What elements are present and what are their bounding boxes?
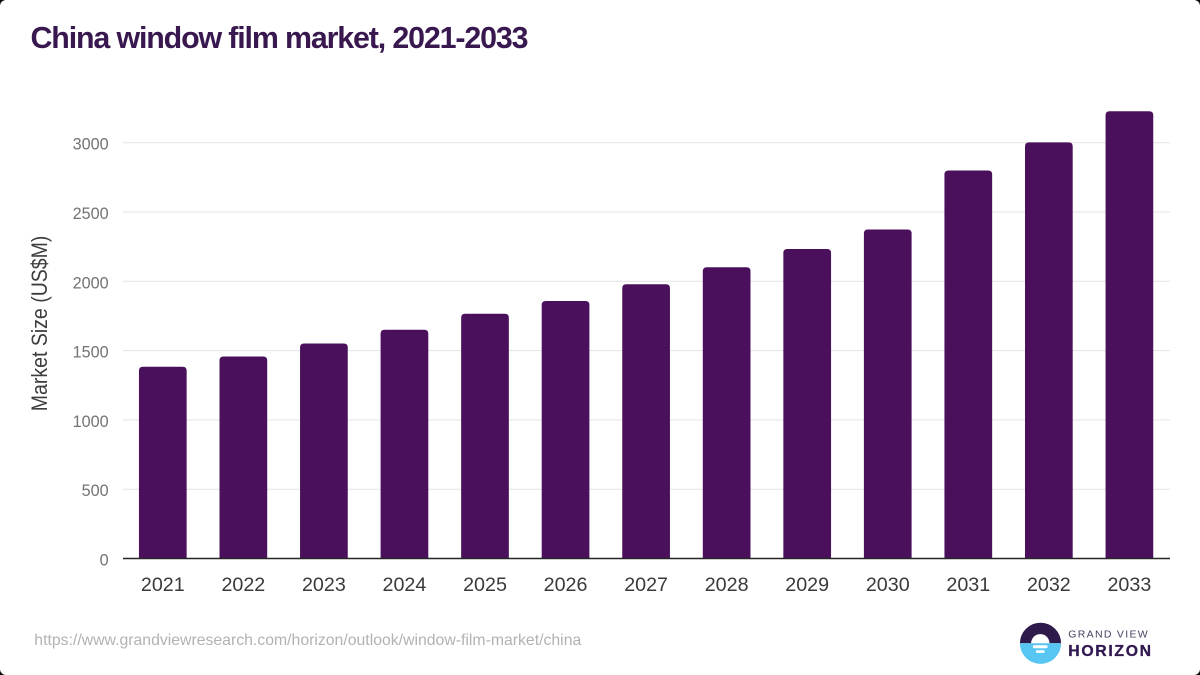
svg-text:2021: 2021	[141, 574, 185, 596]
svg-text:GRAND VIEW: GRAND VIEW	[1068, 629, 1149, 641]
svg-text:2030: 2030	[866, 574, 910, 596]
svg-text:1000: 1000	[73, 413, 109, 431]
svg-text:HORIZON: HORIZON	[1068, 643, 1152, 660]
svg-text:Market Size (US$M): Market Size (US$M)	[27, 236, 52, 412]
svg-text:2500: 2500	[73, 205, 109, 223]
svg-text:2026: 2026	[544, 574, 588, 596]
svg-text:2000: 2000	[73, 274, 109, 292]
svg-text:2033: 2033	[1107, 574, 1151, 596]
svg-text:2028: 2028	[705, 574, 749, 596]
svg-text:0: 0	[100, 552, 109, 570]
svg-text:3000: 3000	[73, 136, 109, 154]
svg-text:1500: 1500	[73, 344, 109, 362]
svg-text:2023: 2023	[302, 574, 346, 596]
svg-text:2027: 2027	[624, 574, 668, 596]
svg-text:2024: 2024	[383, 574, 427, 596]
svg-text:2032: 2032	[1027, 574, 1071, 596]
svg-text:2022: 2022	[221, 574, 265, 596]
svg-text:500: 500	[82, 482, 109, 500]
svg-text:2029: 2029	[785, 574, 829, 596]
svg-text:2031: 2031	[946, 574, 990, 596]
svg-text:2025: 2025	[463, 574, 507, 596]
